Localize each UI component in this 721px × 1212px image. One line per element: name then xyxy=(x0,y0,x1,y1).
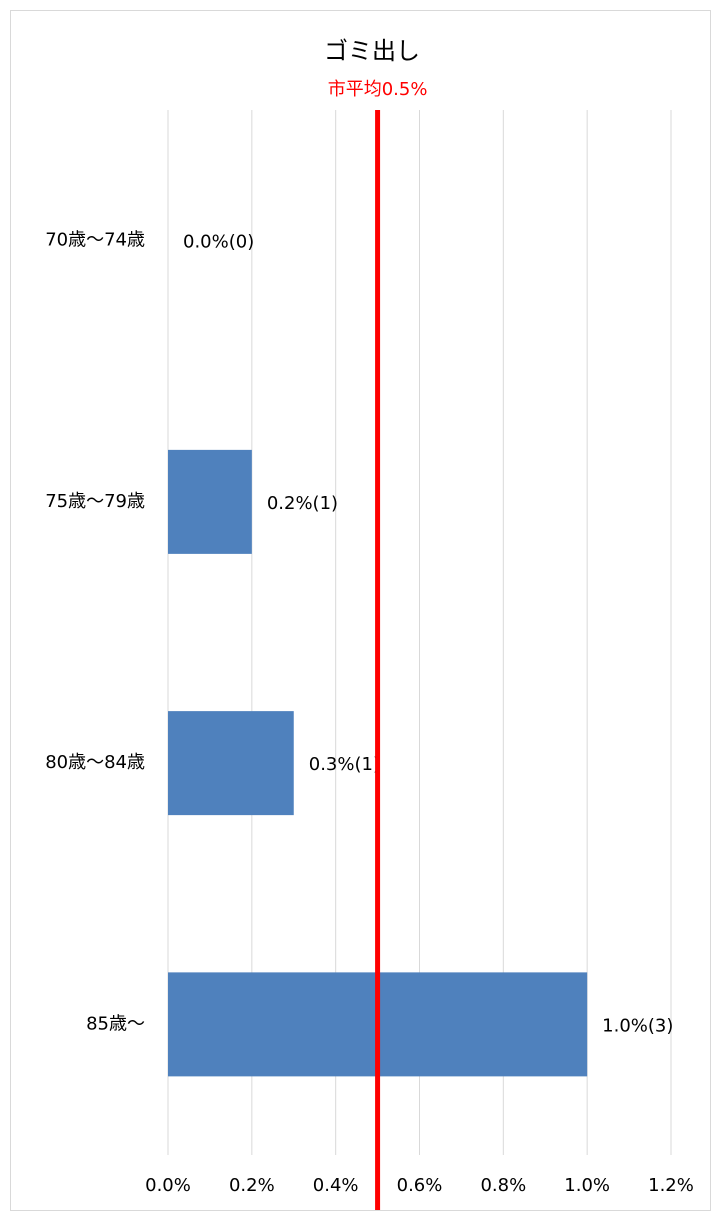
x-tick-label: 0.2% xyxy=(229,1175,275,1196)
x-tick-label: 1.2% xyxy=(648,1175,694,1196)
y-tick-label: 75歳〜79歳 xyxy=(45,491,145,512)
x-tick-label: 0.4% xyxy=(313,1175,359,1196)
data-label: 0.3%(1) xyxy=(309,754,380,775)
y-tick-label: 85歳〜 xyxy=(86,1013,145,1034)
bar xyxy=(168,449,252,554)
data-label: 1.0%(3) xyxy=(602,1015,673,1036)
data-label: 0.0%(0) xyxy=(183,232,254,253)
y-tick-label: 80歳〜84歳 xyxy=(45,752,145,773)
x-tick-label: 0.8% xyxy=(480,1175,526,1196)
y-tick-label: 70歳〜74歳 xyxy=(45,230,145,251)
bar xyxy=(168,711,294,816)
x-tick-label: 1.0% xyxy=(564,1175,610,1196)
x-tick-label: 0.0% xyxy=(145,1175,191,1196)
x-tick-label: 0.6% xyxy=(397,1175,443,1196)
chart-title: ゴミ出し xyxy=(324,37,420,65)
reference-label: 市平均0.5% xyxy=(328,79,428,100)
data-label: 0.2%(1) xyxy=(267,493,338,514)
